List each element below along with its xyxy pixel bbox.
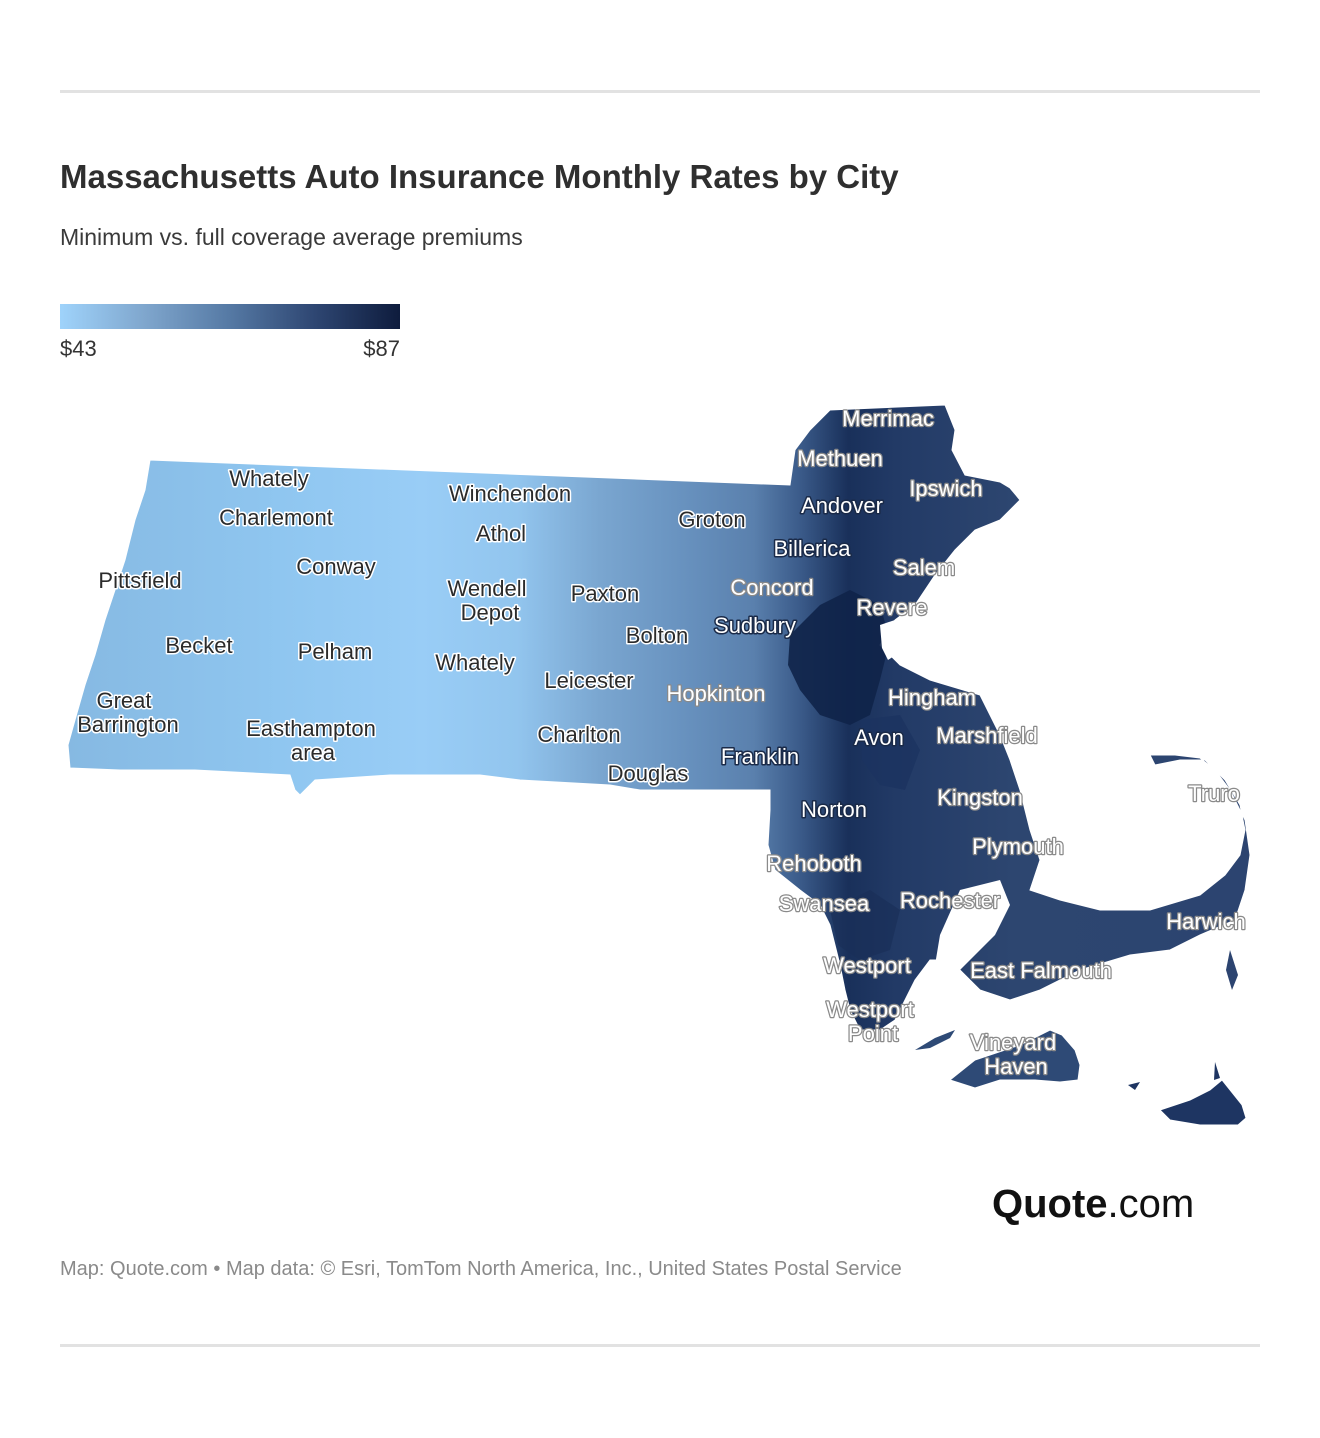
- city-label: Leicester: [544, 668, 633, 693]
- city-label: Hopkinton: [666, 681, 765, 706]
- city-label: Revere: [857, 595, 928, 620]
- color-legend: $43 $87: [60, 304, 400, 366]
- chart-subtitle: Minimum vs. full coverage average premiu…: [60, 224, 523, 250]
- legend-max-label: $87: [363, 336, 400, 361]
- city-label: Westport: [823, 953, 911, 978]
- city-label: Easthampton: [246, 716, 376, 741]
- fall-river-region: [830, 890, 900, 960]
- quote-logo: Quote.com: [992, 1182, 1194, 1227]
- marthas-vineyard-island: [948, 1029, 1081, 1089]
- city-label: Ipswich: [909, 476, 982, 501]
- city-label: Andover: [801, 493, 883, 518]
- mainland-region: [67, 404, 1251, 1031]
- map-credit: Map: Quote.com • Map data: © Esri, TomTo…: [60, 1258, 902, 1280]
- city-label: Winchendon: [449, 481, 571, 506]
- city-label: Charlemont: [219, 505, 333, 530]
- city-label: Athol: [476, 521, 526, 546]
- city-label: Pelham: [298, 639, 373, 664]
- city-label: Rehoboth: [766, 851, 861, 876]
- city-label: Truro: [1188, 781, 1240, 806]
- city-label: Salem: [893, 555, 955, 580]
- city-label: Westport: [826, 997, 914, 1022]
- bottom-divider: [60, 1344, 1260, 1347]
- monomoy-island: [1226, 950, 1238, 990]
- choropleth-map: Merrimac Methuen Ipswich Andover Whately…: [0, 390, 1320, 1150]
- city-label: Wendell: [447, 576, 526, 601]
- logo-rest-text: .com: [1107, 1182, 1195, 1226]
- city-label: Kingston: [937, 785, 1023, 810]
- city-label: Whately: [229, 466, 308, 491]
- top-divider: [60, 90, 1260, 93]
- city-label: Sudbury: [714, 613, 796, 638]
- city-label: Norton: [801, 797, 867, 822]
- city-label: Conway: [296, 554, 375, 579]
- city-label: area: [291, 740, 336, 765]
- nantucket-harbor-spit: [1214, 1062, 1220, 1080]
- city-label: Concord: [730, 575, 813, 600]
- city-label: Harwich: [1166, 909, 1245, 934]
- legend-min-label: $43: [60, 336, 97, 361]
- city-label: Avon: [854, 725, 904, 750]
- south-shore-region: [860, 715, 920, 790]
- boston-metro-region: [788, 590, 890, 725]
- city-label: Methuen: [797, 446, 883, 471]
- logo-bold-text: Quote: [992, 1182, 1108, 1226]
- city-label: Plymouth: [972, 834, 1064, 859]
- city-label: Hingham: [888, 685, 976, 710]
- legend-gradient-bar: [60, 304, 400, 329]
- city-label: Whately: [435, 650, 514, 675]
- city-label: Franklin: [721, 744, 799, 769]
- city-label: East Falmouth: [970, 958, 1112, 983]
- city-label: Bolton: [626, 623, 688, 648]
- city-label: Merrimac: [842, 406, 934, 431]
- elizabeth-islands: [915, 1030, 955, 1050]
- city-label: Swansea: [779, 891, 870, 916]
- city-label: Barrington: [77, 712, 179, 737]
- chart-title: Massachusetts Auto Insurance Monthly Rat…: [60, 158, 899, 195]
- city-label: Becket: [165, 633, 232, 658]
- city-label: Marshfield: [936, 723, 1037, 748]
- buzzards-bay: [935, 880, 1010, 975]
- city-label: Vineyard: [970, 1030, 1056, 1055]
- tuckernuck-island: [1128, 1082, 1140, 1090]
- city-label: Paxton: [571, 581, 640, 606]
- city-label: Haven: [984, 1054, 1048, 1079]
- city-label: Rochester: [900, 888, 1000, 913]
- city-label: Depot: [461, 600, 520, 625]
- city-label: Groton: [678, 507, 745, 532]
- city-label: Great: [96, 688, 151, 713]
- city-label: Billerica: [773, 536, 851, 561]
- city-label: Douglas: [608, 761, 689, 786]
- nantucket-island: [1159, 1079, 1247, 1126]
- boston-harbor: [880, 620, 905, 660]
- map-svg: Merrimac Methuen Ipswich Andover Whately…: [67, 404, 1251, 1126]
- city-label: Pittsfield: [98, 568, 181, 593]
- city-label: Charlton: [537, 722, 620, 747]
- city-label: Point: [848, 1021, 898, 1046]
